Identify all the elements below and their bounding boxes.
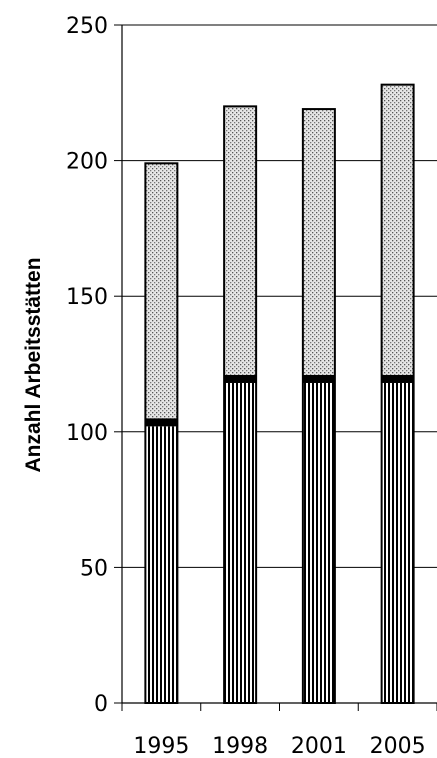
x-tick-label-1998: 1998: [212, 734, 268, 758]
x-tick-label-2001: 2001: [291, 734, 347, 758]
x-tick-label-1995: 1995: [133, 734, 189, 758]
bar-2005-segment-1: [381, 382, 414, 703]
y-axis-title: Anzahl Arbeitsstätten: [22, 257, 45, 472]
bar-1998-segment-1: [224, 382, 257, 703]
y-tick-label-0: 0: [94, 692, 108, 717]
y-tick-label-250: 250: [66, 14, 108, 39]
bar-1995-segment-2: [145, 418, 178, 427]
bar-1995-segment-1: [145, 426, 178, 703]
bar-2001-segment-2: [302, 374, 335, 383]
bar-2001-segment-1: [302, 382, 335, 703]
y-tick-label-50: 50: [80, 556, 108, 581]
bar-1995-segment-3: [145, 163, 178, 419]
bar-2005-segment-2: [381, 374, 414, 383]
y-tick-label-100: 100: [66, 421, 108, 446]
bar-2005-segment-3: [381, 84, 414, 375]
y-tick-label-200: 200: [66, 150, 108, 175]
bar-2001-segment-3: [302, 109, 335, 375]
x-tick-label-2005: 2005: [370, 734, 426, 758]
bar-1998-segment-3: [224, 106, 257, 375]
bar-1998-segment-2: [224, 374, 257, 383]
y-tick-label-150: 150: [66, 285, 108, 310]
